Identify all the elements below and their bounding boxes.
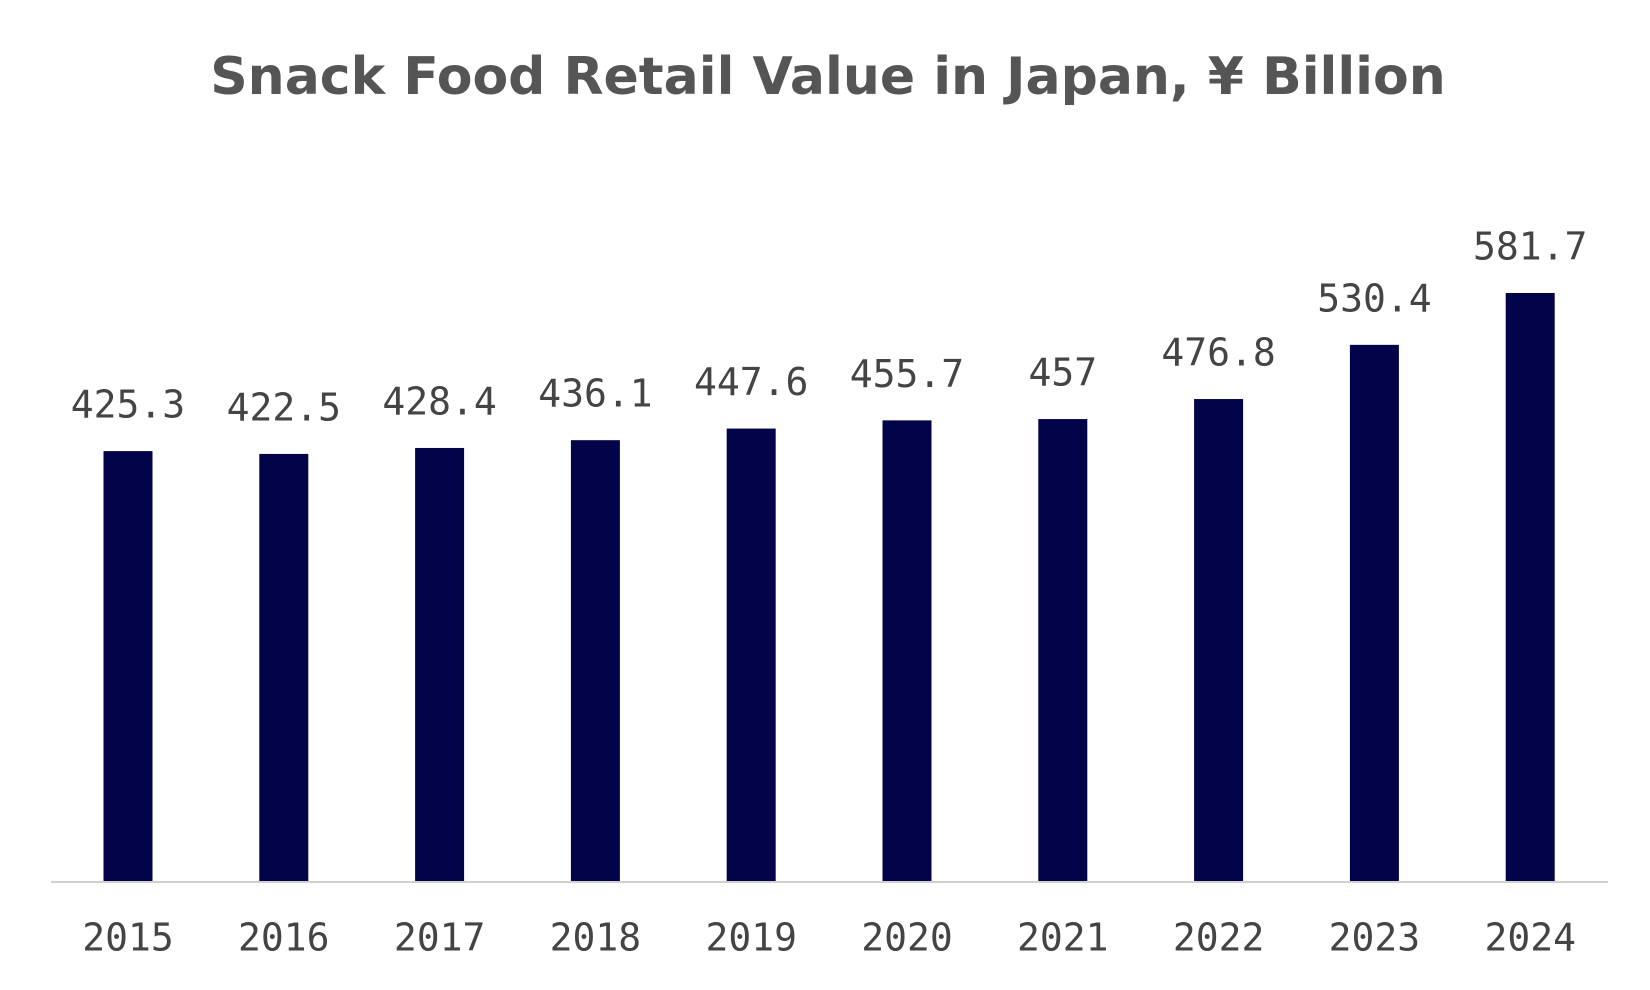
chart-title: Snack Food Retail Value in Japan, ¥ Bill… [210,47,1446,107]
x-tick-label: 2021 [1017,916,1109,960]
x-tick-label: 2023 [1329,916,1421,960]
bar [726,428,776,881]
value-label: 530.4 [1317,276,1431,320]
x-tick-label: 2018 [550,916,642,960]
x-tick-label: 2016 [238,916,330,960]
bar [1349,344,1399,881]
x-tick-label: 2024 [1484,916,1576,960]
bar [1194,399,1244,881]
value-label: 436.1 [538,372,652,416]
bar [415,447,465,881]
bar [1038,419,1088,881]
x-tick-label: 2015 [82,916,174,960]
bar [570,440,620,881]
x-tick-label: 2017 [394,916,486,960]
x-tick-label: 2022 [1173,916,1265,960]
value-label: 425.3 [71,383,185,427]
bar [1505,293,1555,881]
value-label: 455.7 [850,352,964,396]
bar [103,451,153,881]
x-tick-label: 2019 [705,916,797,960]
value-label: 457 [1028,351,1097,395]
bar [882,420,932,881]
value-label: 581.7 [1473,225,1587,269]
value-label: 422.5 [227,385,341,429]
value-label: 447.6 [694,360,808,404]
value-label: 476.8 [1161,331,1275,375]
x-tick-label: 2020 [861,916,953,960]
bar [259,453,309,881]
value-label: 428.4 [382,379,496,423]
